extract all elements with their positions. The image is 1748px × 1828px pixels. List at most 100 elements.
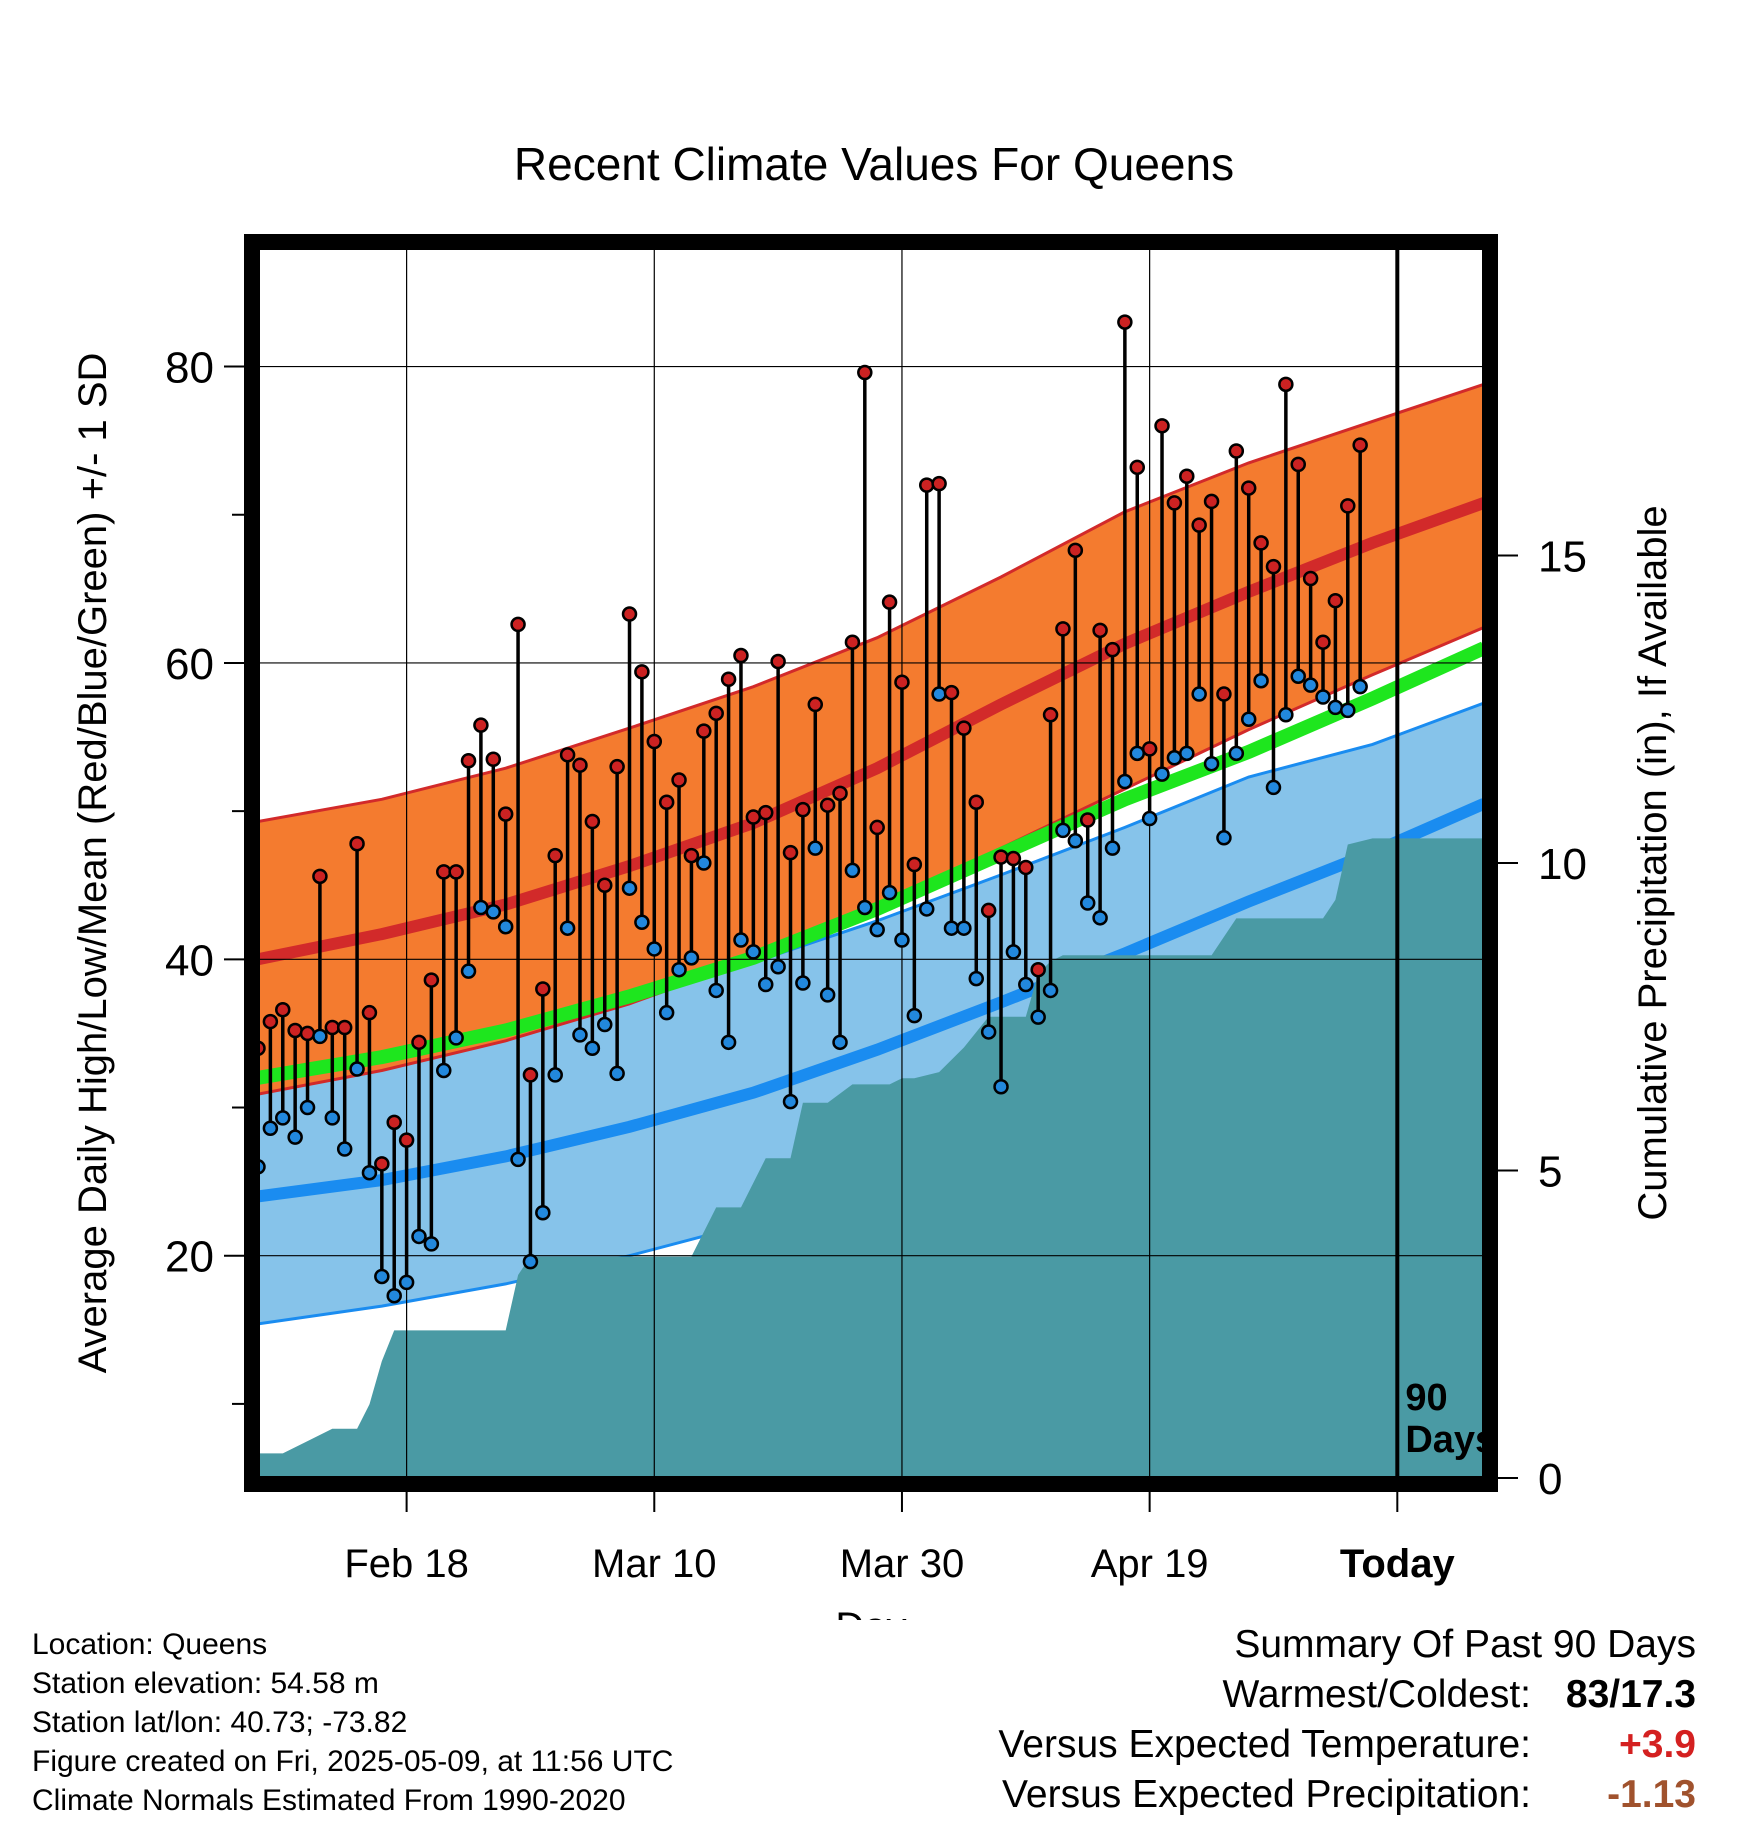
today-window-label-2: Days xyxy=(1405,1419,1496,1461)
low-point xyxy=(497,918,514,935)
low-point xyxy=(287,1129,303,1145)
low-point xyxy=(1079,895,1096,911)
high-point xyxy=(584,813,601,830)
x-tick-label: Today xyxy=(1340,1542,1456,1586)
y-tick-label: 20 xyxy=(165,1233,214,1282)
low-point xyxy=(1228,745,1245,762)
high-point xyxy=(1253,535,1269,551)
high-point xyxy=(819,797,836,813)
low-point xyxy=(795,975,811,991)
axes: 20 40 60 80 0 5 10 15 Feb 18 Mar 10 Mar 30 Apr 19 To… xyxy=(71,344,1675,1620)
high-point xyxy=(1018,859,1034,876)
high-point xyxy=(1340,498,1356,514)
high-point xyxy=(609,758,625,775)
high-point xyxy=(1141,741,1158,757)
low-point xyxy=(510,1151,526,1168)
high-point xyxy=(411,1034,427,1051)
high-point xyxy=(275,1001,291,1018)
low-point xyxy=(1117,773,1133,790)
high-point xyxy=(1030,961,1046,978)
precip-area xyxy=(258,838,1484,1478)
high-point xyxy=(287,1022,303,1039)
location-text: Location: Queens xyxy=(32,1628,268,1661)
high-point xyxy=(361,1004,378,1021)
high-point xyxy=(757,804,774,821)
high-point xyxy=(1079,812,1096,828)
high-point xyxy=(349,835,365,852)
y-tick-label: 40 xyxy=(165,936,214,985)
low-point xyxy=(807,840,824,856)
high-point xyxy=(1129,459,1146,476)
high-point xyxy=(658,794,675,810)
high-point xyxy=(906,856,923,873)
low-point xyxy=(448,1030,464,1046)
low-point xyxy=(943,920,960,936)
created-text: Figure created on Fri, 2025-05-09, at 11… xyxy=(32,1745,674,1778)
low-point xyxy=(596,1016,613,1033)
high-point xyxy=(869,819,885,836)
high-point xyxy=(436,864,452,880)
y2-tick-label: 15 xyxy=(1538,533,1587,582)
high-point xyxy=(522,1067,539,1083)
low-point xyxy=(460,963,477,979)
low-mean-line xyxy=(258,798,1484,1203)
today-window-label-1: 90 xyxy=(1405,1377,1447,1419)
low-point xyxy=(832,1034,848,1051)
high-point xyxy=(547,847,563,864)
high-point xyxy=(733,647,749,664)
low-point xyxy=(572,1027,588,1043)
high-sd-band xyxy=(258,384,1484,1095)
plot-border xyxy=(244,234,1498,1492)
low-point xyxy=(1240,711,1257,728)
high-point xyxy=(832,785,848,802)
high-point xyxy=(956,720,972,736)
warmest-coldest-label: Warmest/Coldest: xyxy=(1222,1673,1531,1716)
high-point xyxy=(1278,376,1294,393)
high-point xyxy=(1166,495,1183,511)
low-point xyxy=(411,1228,427,1245)
low-point xyxy=(584,1040,601,1056)
low-point xyxy=(1203,755,1220,772)
low-point xyxy=(1042,982,1059,999)
high-point xyxy=(1315,634,1331,650)
low-point xyxy=(745,944,762,960)
low-point xyxy=(1290,668,1306,685)
low-point xyxy=(374,1268,390,1285)
low-point xyxy=(1055,822,1071,839)
high-point xyxy=(993,849,1009,865)
high-point xyxy=(1104,641,1121,658)
low-point xyxy=(658,1004,675,1021)
y2-tick-label: 0 xyxy=(1538,1455,1562,1504)
high-point xyxy=(943,684,960,701)
low-point xyxy=(535,1204,551,1221)
high-point xyxy=(299,1025,316,1042)
high-point xyxy=(336,1019,353,1036)
temp-anomaly-label: Versus Expected Temperature: xyxy=(998,1723,1531,1766)
latlon-text: Station lat/lon: 40.73; -73.82 xyxy=(32,1706,408,1739)
y-tick-label: 80 xyxy=(165,344,214,393)
high-point xyxy=(646,733,663,750)
low-point xyxy=(708,982,724,999)
low-point xyxy=(1265,779,1282,796)
low-point xyxy=(646,941,663,957)
high-point xyxy=(312,868,328,885)
high-point xyxy=(918,477,935,493)
high-point xyxy=(968,794,985,810)
low-point xyxy=(671,961,687,978)
low-point xyxy=(398,1274,415,1291)
high-upper-edge xyxy=(258,382,1484,823)
precip-anomaly-label: Versus Expected Precipitation: xyxy=(1002,1773,1531,1816)
low-point xyxy=(881,884,898,901)
low-point xyxy=(349,1061,365,1077)
high-point xyxy=(1352,437,1368,453)
high-point xyxy=(1203,493,1220,510)
normals-text: Climate Normals Estimated From 1990-2020 xyxy=(32,1784,626,1817)
high-point xyxy=(1191,517,1207,533)
low-point xyxy=(1315,689,1331,705)
high-point xyxy=(1216,686,1232,702)
high-point xyxy=(770,653,786,670)
low-point xyxy=(770,958,786,975)
station-info: Location: Queens Station elevation: 54.5… xyxy=(32,1625,673,1820)
chart-title: Recent Climate Values For Queens xyxy=(513,138,1235,190)
summary-warmest-row: Warmest/Coldest: 83/17.3 xyxy=(1223,1670,1696,1720)
